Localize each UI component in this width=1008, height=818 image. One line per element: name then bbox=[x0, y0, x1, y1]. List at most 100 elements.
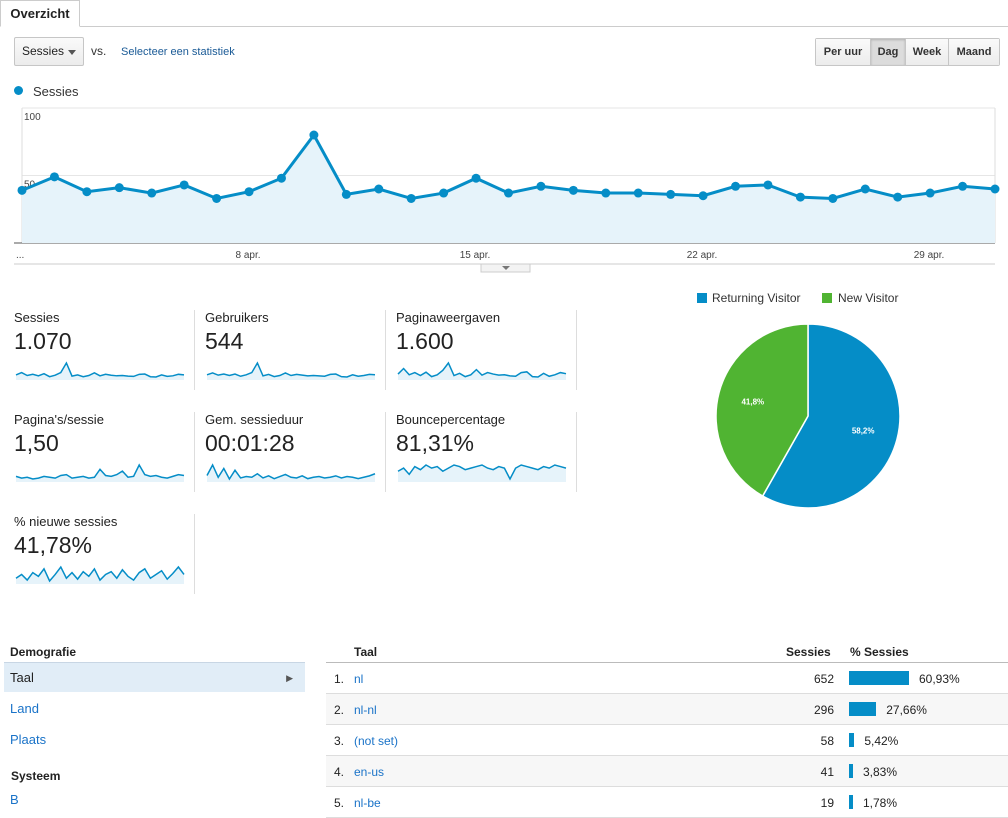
new-visitor-legend-label: New Visitor bbox=[838, 291, 899, 305]
sparkline-line bbox=[15, 361, 185, 378]
sessions-data-point[interactable] bbox=[49, 172, 59, 182]
chevron-down-icon bbox=[502, 266, 510, 270]
row-sessions: 19 bbox=[820, 796, 834, 810]
scorecard-value: 00:01:28 bbox=[205, 430, 295, 456]
scorecard-value: 1,50 bbox=[14, 430, 59, 456]
sessions-data-point[interactable] bbox=[795, 192, 805, 202]
sparkline-area bbox=[16, 465, 184, 482]
row-dimension-link[interactable]: nl bbox=[354, 672, 364, 686]
sparkline-line bbox=[15, 463, 185, 480]
sessions-data-point[interactable] bbox=[406, 193, 416, 203]
pie-slice-returning-visitor[interactable] bbox=[761, 323, 901, 509]
sessions-data-point[interactable] bbox=[439, 188, 449, 198]
visitor-type-pie-chart: 58,2% 41,8% bbox=[715, 323, 901, 509]
scorecard[interactable]: Gebruikers 544 bbox=[205, 310, 385, 381]
scorecard-divider bbox=[385, 412, 386, 492]
sessions-data-point[interactable] bbox=[601, 188, 611, 198]
row-dimension-link[interactable]: nl-be bbox=[354, 796, 381, 810]
scorecard[interactable]: Paginaweergaven 1.600 bbox=[396, 310, 576, 381]
table-header-pct-sessies[interactable]: % Sessies bbox=[850, 645, 909, 659]
scorecard-divider bbox=[194, 310, 195, 390]
sparkline-line bbox=[206, 361, 376, 378]
scorecard[interactable]: Gem. sessieduur 00:01:28 bbox=[205, 412, 385, 483]
scorecard-divider bbox=[385, 310, 386, 390]
sessions-data-point[interactable] bbox=[212, 193, 222, 203]
sessions-data-point[interactable] bbox=[17, 185, 27, 195]
sessions-data-point[interactable] bbox=[374, 184, 384, 194]
scorecard-label: Gem. sessieduur bbox=[205, 412, 304, 427]
nav-item-plaats[interactable]: Plaats bbox=[10, 732, 47, 747]
row-rank: 3. bbox=[334, 734, 345, 748]
scorecard-divider bbox=[576, 412, 577, 492]
nav-item-land[interactable]: Land bbox=[10, 701, 39, 716]
sessions-data-point[interactable] bbox=[698, 191, 708, 201]
row-pct-label: 1,78% bbox=[863, 796, 898, 810]
scorecard-label: Pagina's/sessie bbox=[14, 412, 104, 427]
sessions-data-point[interactable] bbox=[536, 181, 546, 191]
table-header-taal[interactable]: Taal bbox=[354, 645, 378, 659]
maand-button[interactable]: Maand bbox=[949, 39, 999, 65]
scorecard-sparkline bbox=[397, 464, 567, 482]
sessions-data-point[interactable] bbox=[731, 181, 741, 191]
scorecard-label: Sessies bbox=[14, 310, 60, 325]
sessions-data-point[interactable] bbox=[341, 189, 351, 199]
sessions-data-point[interactable] bbox=[990, 184, 1000, 194]
scorecard[interactable]: Bouncepercentage 81,31% bbox=[396, 412, 576, 483]
sessions-data-point[interactable] bbox=[763, 180, 773, 190]
sessions-line-chart: 100 50... 8 apr. 15 apr. 22 apr. 29 apr. bbox=[14, 107, 1000, 273]
sessions-data-point[interactable] bbox=[504, 188, 513, 198]
sessions-data-point[interactable] bbox=[666, 189, 676, 199]
sessions-data-point[interactable] bbox=[179, 180, 189, 190]
sessions-data-point[interactable] bbox=[893, 192, 903, 202]
sessions-data-point[interactable] bbox=[958, 181, 968, 191]
sessions-data-point[interactable] bbox=[925, 188, 935, 198]
select-stat-link[interactable]: Selecteer een statistiek bbox=[121, 46, 235, 58]
scorecard-divider bbox=[194, 412, 195, 492]
row-sessions: 652 bbox=[813, 672, 834, 686]
row-pct-bar bbox=[849, 795, 853, 809]
scorecard-value: 81,31% bbox=[396, 430, 475, 456]
row-dimension-link[interactable]: nl-nl bbox=[354, 703, 377, 717]
week-button[interactable]: Week bbox=[906, 39, 949, 65]
row-dimension-link[interactable]: en-us bbox=[354, 765, 385, 779]
sessions-data-point[interactable] bbox=[568, 185, 578, 195]
x-tick-label: 22 apr. bbox=[687, 250, 718, 261]
row-rank: 1. bbox=[334, 672, 345, 686]
tab-overzicht[interactable]: Overzicht bbox=[0, 0, 80, 27]
row-pct-label: 60,93% bbox=[919, 672, 960, 686]
pie-slice-new-visitor[interactable] bbox=[715, 323, 809, 498]
scorecard[interactable]: Sessies 1.070 bbox=[14, 310, 194, 381]
table-header-sessies[interactable]: Sessies bbox=[786, 645, 831, 659]
scorecard-label: Gebruikers bbox=[205, 310, 269, 325]
scorecard-label: Paginaweergaven bbox=[396, 310, 501, 325]
sessions-area-fill bbox=[22, 135, 995, 243]
y-tick-label: 100 bbox=[24, 112, 41, 123]
row-sessions: 58 bbox=[820, 734, 834, 748]
table-row: 4. en-us 41 3,83% bbox=[326, 756, 1008, 787]
sessions-data-point[interactable] bbox=[82, 187, 92, 197]
x-tick-label: ... bbox=[16, 250, 24, 261]
sessions-data-point[interactable] bbox=[309, 130, 319, 140]
sessions-data-point[interactable] bbox=[276, 173, 286, 183]
sessions-data-point[interactable] bbox=[244, 187, 254, 197]
sessions-data-point[interactable] bbox=[114, 183, 124, 193]
sessions-data-point[interactable] bbox=[860, 184, 870, 194]
sparkline-line bbox=[15, 565, 185, 583]
scorecard-sparkline bbox=[15, 361, 185, 380]
sessions-data-point[interactable] bbox=[828, 193, 838, 203]
scorecard[interactable]: Pagina's/sessie 1,50 bbox=[14, 412, 194, 483]
x-tick-label: 29 apr. bbox=[914, 250, 945, 261]
scorecard[interactable]: % nieuwe sessies 41,78% bbox=[14, 514, 194, 585]
nav-item-taal[interactable]: Taal ▶ bbox=[4, 662, 305, 692]
scorecard-sparkline bbox=[206, 463, 376, 482]
returning-visitor-legend-swatch bbox=[697, 293, 707, 303]
sessions-data-point[interactable] bbox=[471, 173, 481, 183]
vs-label: vs. bbox=[91, 44, 107, 58]
dag-button[interactable]: Dag bbox=[871, 39, 906, 65]
metric-select[interactable]: Sessies bbox=[14, 37, 84, 66]
row-dimension-link[interactable]: (not set) bbox=[354, 734, 399, 748]
per-uur-button[interactable]: Per uur bbox=[816, 39, 871, 65]
sessions-data-point[interactable] bbox=[147, 188, 157, 198]
row-pct-label: 5,42% bbox=[864, 734, 899, 748]
sessions-data-point[interactable] bbox=[633, 188, 643, 198]
